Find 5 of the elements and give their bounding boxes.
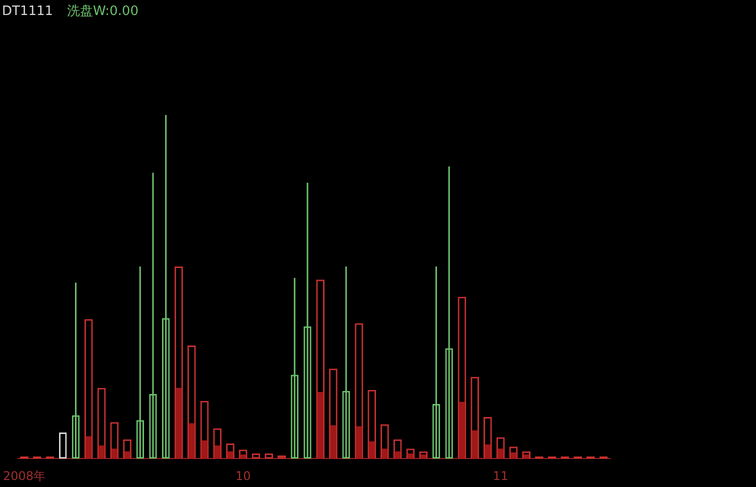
chart-subtitle: 洗盘W:0.00	[67, 4, 138, 19]
x-tick-label: 2008年	[2, 468, 46, 483]
x-tick-label: 10	[235, 468, 251, 483]
x-tick-label: 11	[492, 468, 508, 483]
chart-title: DT1111	[2, 4, 54, 19]
